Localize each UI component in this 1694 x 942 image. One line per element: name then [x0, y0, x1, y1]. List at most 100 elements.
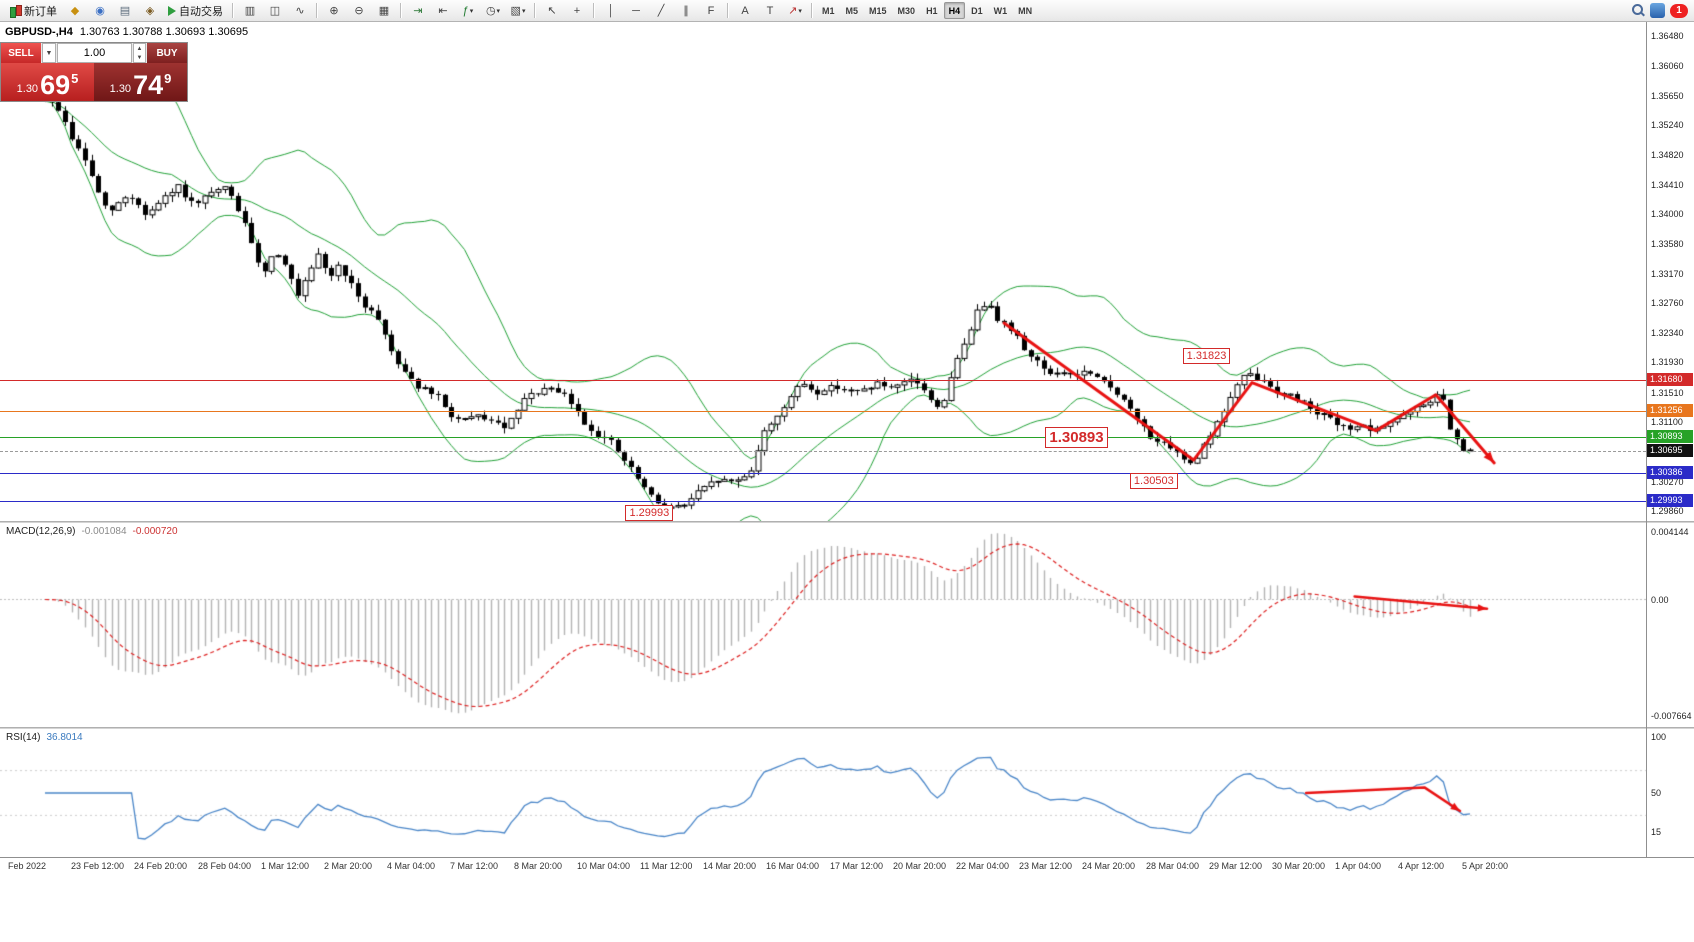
candlestick-chart-icon[interactable]: ◫ [263, 1, 287, 21]
volume-stepper[interactable]: ▲ ▼ [133, 43, 146, 63]
navigator-icon[interactable]: ◈ [138, 1, 162, 21]
timeframe-button-mn[interactable]: MN [1018, 5, 1033, 16]
timeframe-button-m1[interactable]: M1 [822, 5, 835, 16]
autotrading-play-icon [168, 5, 176, 16]
new-order-button[interactable]: 新订单 [4, 1, 62, 21]
timeframe-button-h4[interactable]: H4 [943, 2, 966, 19]
profiles-icon[interactable]: ◆ [63, 1, 87, 21]
volume-input[interactable] [57, 43, 132, 63]
price-level-tag: 1.31680 [1647, 373, 1693, 387]
templates-icon[interactable]: ▧ ▾ [506, 1, 530, 21]
time-axis-label: 20 Mar 20:00 [893, 861, 947, 871]
channel-icon[interactable]: ∥ [674, 1, 698, 21]
auto-scroll-icon[interactable]: ⇥ [406, 1, 430, 21]
zoom-out-icon[interactable]: ⊖ [347, 1, 371, 21]
price-axis-tick: 1.33170 [1651, 268, 1684, 279]
timeframe-button-d1[interactable]: D1 [971, 5, 983, 16]
chart-shift-icon[interactable]: ⇤ [431, 1, 455, 21]
price-axis-tick: 1.36480 [1651, 31, 1684, 41]
chart-ohlc-values: 1.30763 1.30788 1.30693 1.30695 [79, 26, 249, 38]
fibonacci-icon[interactable]: F [699, 1, 723, 21]
horizontal-level-line[interactable] [0, 380, 1646, 382]
autotrading-button[interactable]: 自动交易 [163, 1, 228, 21]
rsi-name: RSI(14) [6, 732, 41, 743]
toolbar-separator [593, 3, 595, 18]
tile-windows-icon[interactable]: ▦ [372, 1, 396, 21]
navigator-icon: ◈ [145, 5, 155, 17]
timeframe-button-m15[interactable]: M15 [869, 5, 887, 16]
horizontal-line-icon[interactable]: ─ [624, 1, 648, 21]
crosshair-icon[interactable]: + [565, 1, 589, 21]
sell-price-pip: 5 [71, 71, 79, 86]
channel-icon: ∥ [683, 5, 689, 17]
volume-dropdown-button[interactable]: ▼ [42, 43, 56, 63]
price-axis-tick: 1.30270 [1651, 476, 1684, 487]
market-watch-icon[interactable]: ◉ [88, 1, 112, 21]
price-axis-tick: 1.36060 [1651, 61, 1684, 72]
panel-divider[interactable] [0, 521, 1694, 523]
autotrading-label: 自动交易 [179, 5, 223, 18]
sell-price-prefix: 1.30 [16, 83, 39, 95]
line-chart-icon: ∿ [295, 5, 305, 17]
price-chart-canvas[interactable] [0, 22, 1646, 521]
search-icon[interactable] [1632, 4, 1645, 17]
rsi-value: 36.8014 [46, 732, 83, 743]
price-axis-tick: 1.32760 [1651, 297, 1684, 308]
price-annotation[interactable]: 1.30503 [1129, 472, 1178, 489]
rsi-axis-15: 15 [1651, 827, 1662, 838]
line-chart-icon[interactable]: ∿ [288, 1, 312, 21]
sell-button[interactable]: SELL [1, 43, 41, 63]
periods-icon[interactable]: ◷ ▾ [481, 1, 505, 21]
macd-panel-canvas[interactable] [0, 523, 1646, 727]
trendline-icon[interactable]: ╱ [649, 1, 673, 21]
data-window-icon[interactable]: ▤ [113, 1, 137, 21]
timeframe-button-w1[interactable]: W1 [993, 5, 1008, 16]
horizontal-level-line[interactable] [0, 473, 1646, 475]
zoom-in-icon[interactable]: ⊕ [322, 1, 346, 21]
volume-up-icon[interactable]: ▲ [136, 45, 143, 52]
price-level-tag: 1.31256 [1647, 403, 1693, 417]
price-annotation[interactable]: 1.31823 [1182, 348, 1231, 365]
macd-main-value: -0.001084 [81, 526, 127, 537]
text-label-icon[interactable]: T [758, 1, 782, 21]
volume-down-icon[interactable]: ▼ [136, 54, 143, 61]
horizontal-level-line[interactable] [0, 501, 1646, 503]
sell-price-display[interactable]: 1.30 69 5 [1, 63, 94, 101]
time-axis-label: 22 Mar 04:00 [956, 861, 1010, 871]
chevron-down-icon: ▾ [469, 7, 474, 15]
panel-divider[interactable] [0, 727, 1694, 729]
vertical-line-icon[interactable]: │ [599, 1, 623, 21]
current-price-line [0, 451, 1646, 453]
notification-badge[interactable]: 1 [1670, 3, 1688, 18]
price-axis-tick: 1.29860 [1651, 506, 1684, 516]
macd-name: MACD(12,26,9) [6, 526, 76, 537]
time-axis-label: 28 Feb 04:00 [198, 861, 252, 871]
cursor-icon[interactable]: ↖ [540, 1, 564, 21]
macd-axis-zero: 0.00 [1651, 594, 1669, 605]
arrows-icon[interactable]: ↗ ▾ [783, 1, 807, 21]
horizontal-level-line[interactable] [0, 410, 1646, 412]
time-axis-label: 2 Mar 20:00 [324, 861, 373, 871]
account-icon[interactable] [1650, 3, 1665, 18]
bar-chart-icon[interactable]: ▥ [238, 1, 262, 21]
time-axis-label: 5 Apr 20:00 [1462, 861, 1509, 871]
timeframe-button-h1[interactable]: H1 [926, 5, 938, 16]
timeframe-button-m30[interactable]: M30 [897, 5, 916, 16]
indicators-icon[interactable]: ƒ ▾ [456, 1, 480, 21]
price-annotation[interactable]: 1.30893 [1045, 426, 1108, 448]
price-annotation[interactable]: 1.29993 [625, 505, 674, 522]
timeframe-button-m5[interactable]: M5 [845, 5, 859, 16]
time-axis-label: 8 Mar 20:00 [514, 861, 563, 871]
macd-axis-min: -0.007664 [1651, 711, 1692, 721]
macd-axis-max: 0.004144 [1651, 527, 1689, 537]
time-axis-label: 30 Mar 20:00 [1272, 861, 1326, 871]
text-icon[interactable]: A [733, 1, 757, 21]
toolbar: 新订单 ◆ ◉ ▤ ◈ 自动交易 ▥ ◫ ∿ ⊕ ⊖ ▦ ⇥ ⇤ ƒ ▾ ◷ ▾ ▧ ▾ ↖ + │ ─ ╱ ∥ F … [0, 0, 1694, 22]
price-axis-tick: 1.32340 [1651, 328, 1684, 339]
templates-icon: ▧ [510, 5, 521, 17]
zoom-in-icon: ⊕ [329, 5, 339, 17]
horizontal-level-line[interactable] [0, 436, 1646, 438]
rsi-panel-canvas[interactable] [0, 729, 1646, 857]
buy-price-display[interactable]: 1.30 74 9 [94, 63, 187, 101]
buy-button[interactable]: BUY [147, 43, 187, 63]
